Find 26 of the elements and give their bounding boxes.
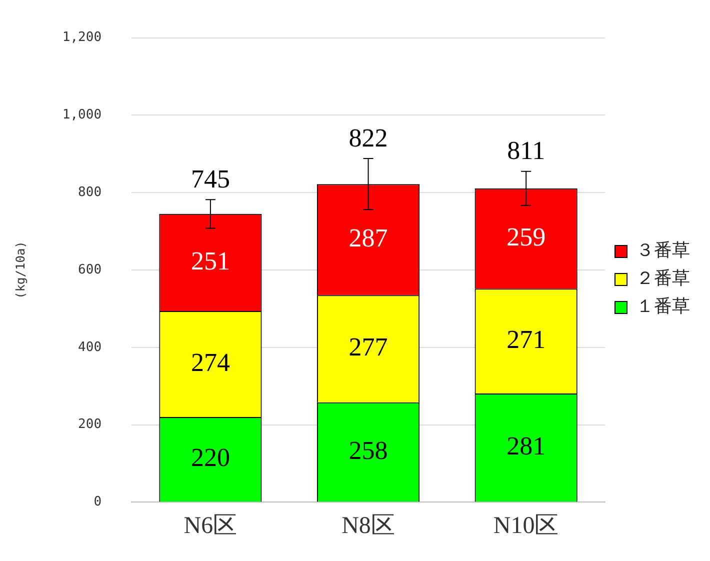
- data-label: 274: [190, 348, 230, 377]
- legend-label: ２番草: [636, 268, 690, 290]
- x-tick-label: N10区: [493, 512, 559, 539]
- data-label: 277: [348, 332, 388, 362]
- y-axis-title: (kg/10a): [13, 241, 28, 299]
- legend-label: ３番草: [636, 240, 690, 262]
- total-label: 811: [507, 136, 546, 166]
- data-label: 287: [348, 223, 388, 252]
- data-label: 281: [506, 431, 546, 460]
- data-label: 271: [506, 324, 546, 354]
- total-label: 822: [348, 123, 388, 152]
- data-label: 258: [348, 436, 388, 465]
- y-tick-label: 400: [78, 340, 102, 355]
- y-tick-label: 800: [78, 184, 102, 200]
- x-tick-label: N8区: [342, 512, 395, 539]
- y-tick-label: 600: [78, 262, 102, 278]
- y-tick-label: 1,200: [62, 30, 102, 46]
- y-tick-label: 200: [78, 417, 102, 432]
- data-label: 220: [190, 443, 230, 472]
- x-tick-label: N6区: [184, 512, 238, 539]
- data-label: 259: [506, 222, 546, 252]
- data-label: 251: [190, 246, 230, 276]
- legend-label: １番草: [636, 296, 690, 318]
- y-tick-label: 0: [94, 494, 102, 510]
- total-label: 745: [190, 164, 230, 194]
- y-tick-label: 1,000: [62, 108, 102, 123]
